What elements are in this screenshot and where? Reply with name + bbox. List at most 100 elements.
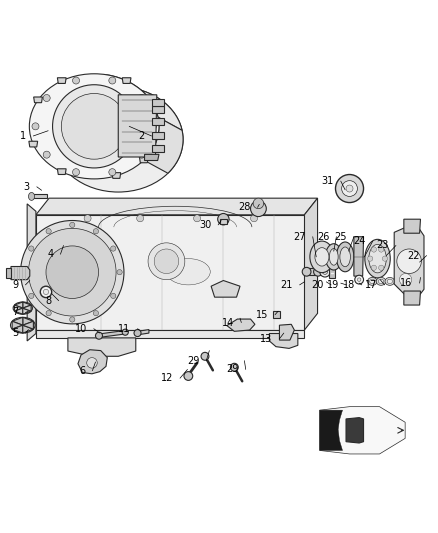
Polygon shape [23, 305, 31, 311]
Ellipse shape [378, 279, 384, 284]
Polygon shape [122, 78, 131, 84]
Polygon shape [29, 141, 38, 147]
Polygon shape [144, 117, 183, 173]
Ellipse shape [315, 248, 329, 266]
Ellipse shape [367, 278, 377, 285]
Polygon shape [145, 155, 159, 160]
Circle shape [357, 278, 361, 281]
Polygon shape [304, 198, 318, 330]
Ellipse shape [340, 247, 350, 266]
Polygon shape [138, 329, 149, 335]
Circle shape [378, 247, 384, 252]
Circle shape [95, 332, 102, 339]
Circle shape [397, 249, 421, 273]
Polygon shape [152, 99, 164, 106]
Text: 17: 17 [365, 280, 378, 290]
Polygon shape [14, 305, 23, 311]
Text: 29: 29 [187, 356, 199, 366]
Circle shape [399, 273, 412, 286]
Circle shape [93, 229, 99, 234]
Polygon shape [6, 268, 11, 278]
Polygon shape [12, 317, 23, 325]
Polygon shape [269, 334, 298, 349]
Circle shape [109, 77, 116, 84]
Text: 4: 4 [47, 249, 53, 259]
Ellipse shape [387, 279, 392, 284]
Circle shape [314, 268, 322, 276]
Circle shape [73, 77, 80, 84]
Ellipse shape [28, 192, 35, 200]
Circle shape [201, 352, 209, 360]
Polygon shape [346, 418, 364, 443]
Circle shape [230, 364, 238, 371]
Circle shape [70, 317, 75, 322]
Polygon shape [12, 325, 23, 333]
Circle shape [320, 266, 330, 277]
Circle shape [46, 246, 99, 298]
Ellipse shape [29, 74, 159, 179]
Circle shape [378, 265, 384, 270]
Polygon shape [152, 145, 164, 152]
Text: 6: 6 [79, 366, 85, 376]
Ellipse shape [370, 279, 375, 284]
Polygon shape [404, 291, 420, 305]
Circle shape [43, 94, 50, 101]
Circle shape [111, 246, 116, 251]
Text: 10: 10 [74, 324, 87, 334]
Circle shape [84, 215, 91, 222]
Circle shape [70, 222, 75, 228]
Text: 9: 9 [12, 280, 18, 290]
Circle shape [122, 329, 128, 335]
Circle shape [367, 256, 373, 261]
Circle shape [22, 270, 28, 275]
Circle shape [322, 269, 328, 274]
Polygon shape [394, 226, 424, 298]
Polygon shape [307, 268, 318, 275]
Circle shape [87, 358, 97, 368]
Ellipse shape [376, 278, 386, 285]
Polygon shape [11, 266, 30, 280]
Text: 28: 28 [238, 203, 251, 212]
Polygon shape [23, 317, 33, 325]
Circle shape [251, 201, 266, 216]
Circle shape [109, 168, 116, 176]
Text: 13: 13 [260, 334, 272, 344]
Circle shape [137, 215, 144, 222]
Circle shape [134, 329, 141, 336]
Polygon shape [118, 95, 157, 157]
Circle shape [346, 185, 353, 192]
Polygon shape [57, 169, 66, 174]
Ellipse shape [365, 239, 390, 278]
Circle shape [251, 215, 258, 222]
Polygon shape [34, 97, 42, 103]
Text: 21: 21 [280, 280, 293, 290]
Text: 3: 3 [24, 182, 30, 192]
Circle shape [53, 85, 136, 168]
Ellipse shape [385, 278, 395, 285]
Circle shape [43, 151, 50, 158]
Circle shape [138, 151, 145, 158]
Polygon shape [14, 308, 23, 314]
Ellipse shape [329, 248, 338, 265]
Circle shape [40, 286, 52, 297]
Circle shape [61, 93, 127, 159]
Polygon shape [279, 324, 294, 340]
Polygon shape [152, 132, 164, 139]
Text: 30: 30 [199, 220, 211, 230]
Ellipse shape [310, 241, 334, 273]
Polygon shape [404, 219, 420, 233]
Text: 16: 16 [400, 278, 413, 288]
Polygon shape [106, 75, 182, 131]
Circle shape [355, 275, 364, 284]
Circle shape [46, 229, 51, 234]
Polygon shape [99, 330, 125, 337]
Text: 22: 22 [407, 251, 420, 261]
Circle shape [21, 221, 124, 324]
Circle shape [138, 94, 145, 101]
Text: 25: 25 [334, 232, 347, 242]
Polygon shape [112, 173, 121, 179]
Polygon shape [152, 118, 164, 125]
Circle shape [28, 293, 34, 298]
Circle shape [32, 123, 39, 130]
Circle shape [111, 293, 116, 298]
